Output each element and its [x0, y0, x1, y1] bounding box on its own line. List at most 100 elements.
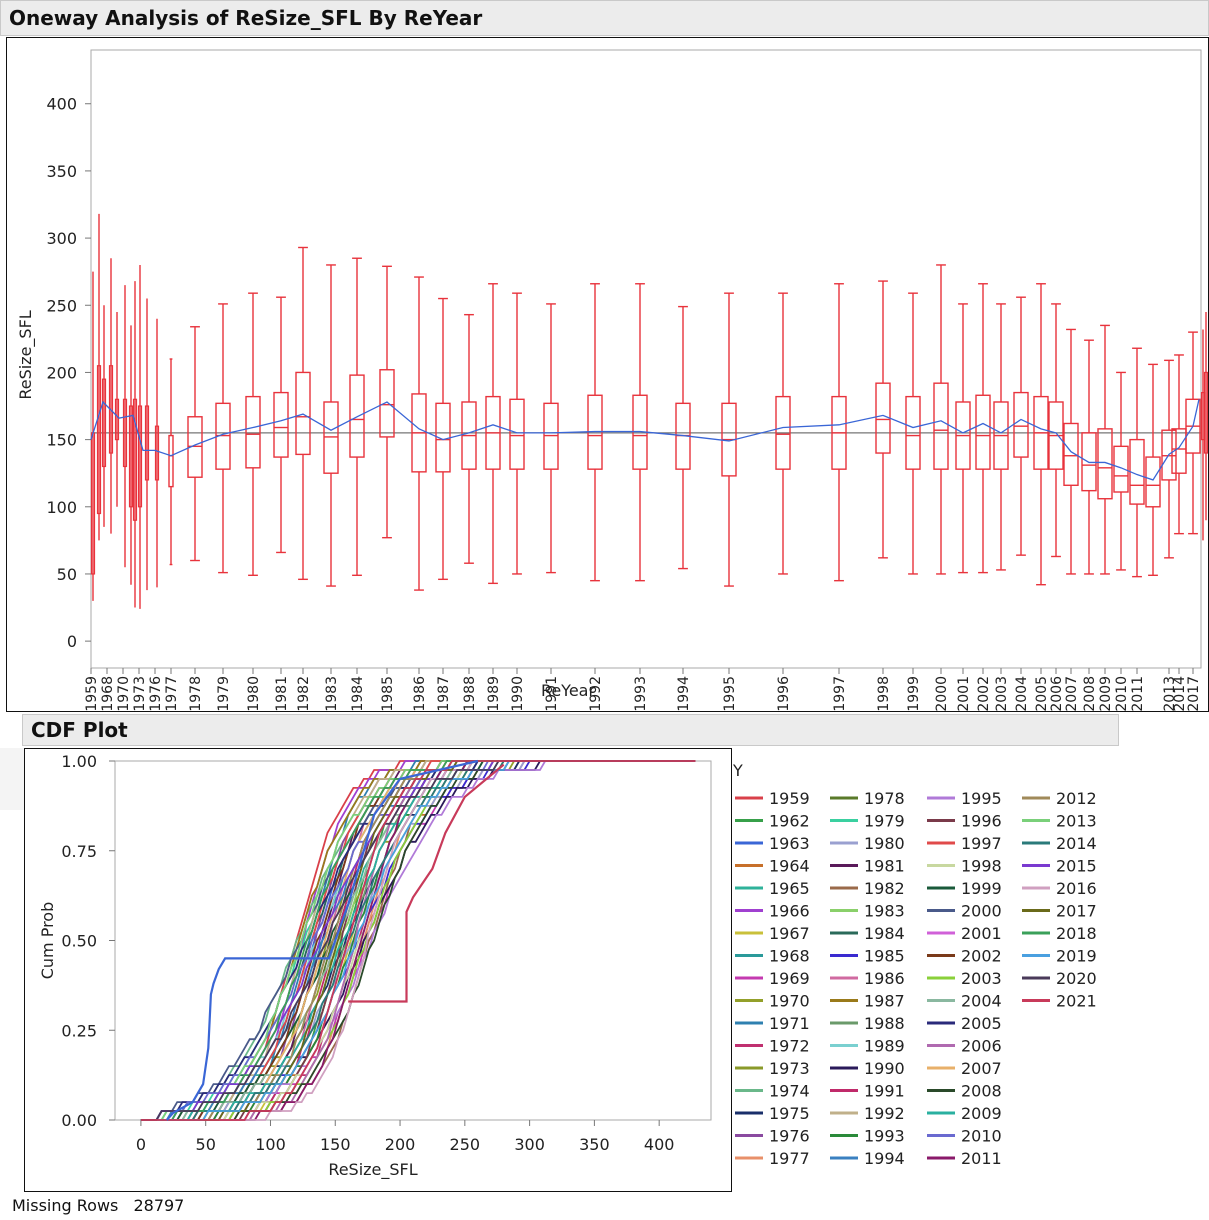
box-iqr: [295, 371, 311, 456]
x-tick-label: 2007: [1064, 676, 1080, 712]
y-tick-label: 50: [57, 565, 77, 584]
legend-label: 1972: [769, 1037, 810, 1056]
x-tick-label: 1987: [436, 676, 452, 712]
box-iqr: [349, 374, 365, 458]
y-tick-label: 0.25: [61, 1021, 97, 1040]
x-tick-label: 50: [196, 1135, 216, 1154]
x-tick-label: 1968: [100, 676, 116, 712]
x-tick-label: 100: [255, 1135, 286, 1154]
legend-label: 2001: [961, 924, 1002, 943]
x-tick-label: 1993: [633, 676, 649, 712]
x-tick-label: 1979: [216, 676, 232, 712]
box-iqr: [1081, 432, 1097, 492]
cdf-series-2021: [140, 760, 696, 1121]
legend-label: 1969: [769, 969, 810, 988]
box-1989: [485, 283, 501, 585]
x-tick-label: 1989: [486, 676, 502, 712]
box-1983: [323, 264, 339, 587]
legend-label: 2008: [961, 1082, 1002, 1101]
box-2003: [993, 303, 1009, 571]
x-axis-label: ReYear: [541, 681, 596, 700]
box-narrow: [96, 213, 102, 541]
box-1996: [775, 292, 791, 575]
legend-label: 2009: [961, 1104, 1002, 1123]
box-2013: [1161, 359, 1177, 559]
plot-area: [90, 49, 1202, 669]
report-background-left: [0, 748, 24, 810]
box-1982: [295, 246, 311, 581]
box-1998: [875, 280, 891, 559]
box-iqr: [273, 391, 289, 458]
x-tick-label: 1970: [116, 676, 132, 712]
y-tick-label: 0.00: [61, 1111, 97, 1130]
box-1987: [435, 297, 451, 581]
cdf-plot[interactable]: 0.00 0.25 0.50 0.75 1.00 0 50 100 150 200 250 300 35…: [25, 749, 733, 1193]
legend-label: 1967: [769, 924, 810, 943]
legend-label: 1968: [769, 947, 810, 966]
box-narrow: [154, 318, 160, 588]
legend-label: 2006: [961, 1037, 1002, 1056]
x-tick-label: 1992: [588, 676, 604, 712]
x-axis-label: ReSize_SFL: [328, 1160, 417, 1180]
legend-label: 2019: [1056, 947, 1097, 966]
x-tick-label: 2005: [1034, 676, 1050, 712]
x-tick-label: 1999: [906, 676, 922, 712]
box-narrow: [144, 298, 150, 591]
x-tick-label: 1980: [246, 676, 262, 712]
box-iqr: [101, 378, 107, 468]
y-tick-label: 0.50: [61, 932, 97, 951]
box-iqr: [933, 382, 949, 470]
cdf-section-header[interactable]: CDF Plot: [22, 714, 1119, 746]
box-iqr: [154, 425, 160, 481]
box-1990: [509, 292, 525, 575]
legend-label: 1985: [864, 947, 905, 966]
box-narrow: [114, 311, 120, 507]
box-narrow: [137, 264, 143, 609]
legend-label: 1994: [864, 1149, 905, 1168]
box-iqr: [1097, 428, 1113, 500]
x-tick-label: 2013: [1162, 676, 1178, 712]
x-tick-label: 1997: [832, 676, 848, 712]
legend-label: 1998: [961, 857, 1002, 876]
cdf-plot-frame: 0.00 0.25 0.50 0.75 1.00 0 50 100 150 200 250 300 35…: [24, 748, 732, 1192]
box-2000: [933, 264, 949, 575]
x-tick-label: 1985: [380, 676, 396, 712]
box-iqr: [128, 405, 134, 508]
y-tick-label: 250: [46, 296, 77, 315]
legend-label: 2014: [1056, 834, 1097, 853]
box-iqr: [168, 434, 174, 488]
x-tick-label: 1984: [350, 676, 366, 712]
oneway-section-header[interactable]: Oneway Analysis of ReSize_SFL By ReYear: [0, 0, 1209, 36]
box-1980: [245, 292, 261, 576]
legend-label: 2007: [961, 1059, 1002, 1078]
x-tick-label: 150: [320, 1135, 351, 1154]
x-tick-label: 1976: [148, 676, 164, 712]
legend-label: 1975: [769, 1104, 810, 1123]
legend-label: 1988: [864, 1014, 905, 1033]
box-narrow: [1203, 311, 1209, 521]
legend-label: 1970: [769, 992, 810, 1011]
box-2007: [1063, 328, 1079, 575]
box-1981: [273, 296, 289, 554]
box-1991: [543, 303, 559, 574]
box-iqr: [132, 398, 138, 521]
legend-label: 1959: [769, 789, 810, 808]
legend-label: 1979: [864, 812, 905, 831]
box-2012: [1145, 363, 1161, 576]
legend-label: 1976: [769, 1127, 810, 1146]
legend-label: 2016: [1056, 879, 1097, 898]
x-tick-label: 1990: [510, 676, 526, 712]
legend-label: 1964: [769, 857, 810, 876]
missing-rows-note: Missing Rows 28797: [12, 1196, 194, 1215]
box-iqr: [509, 398, 525, 470]
x-tick-label: 400: [644, 1135, 675, 1154]
legend-label: 1973: [769, 1059, 810, 1078]
box-2017: [1185, 331, 1201, 535]
legend-label: 1995: [961, 789, 1002, 808]
legend-label: 1963: [769, 834, 810, 853]
y-tick-label: 400: [46, 95, 77, 114]
x-tick-label: 2014: [1172, 676, 1188, 712]
x-tick-label: 2011: [1130, 676, 1146, 712]
legend-label: 1974: [769, 1082, 810, 1101]
